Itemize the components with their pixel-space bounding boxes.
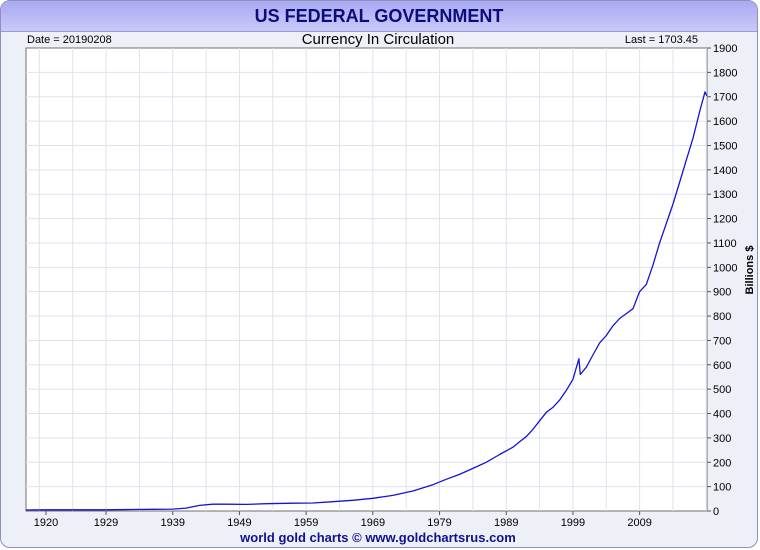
- grid-lines: [26, 48, 707, 511]
- y-tick-label: 1700: [713, 92, 737, 104]
- y-tick-label: 700: [713, 335, 731, 347]
- y-tick-label: 100: [713, 482, 731, 494]
- x-tick-label: 1969: [361, 517, 385, 529]
- y-axis-label: Billions $: [744, 245, 756, 295]
- x-tick-label: 1949: [227, 517, 251, 529]
- y-tick-label: 300: [713, 433, 731, 445]
- footer-credit: world gold charts © www.goldchartsrus.co…: [240, 530, 516, 545]
- x-tick-label: 1989: [494, 517, 518, 529]
- x-tick-label: 1999: [561, 517, 585, 529]
- y-tick-label: 1800: [713, 67, 737, 79]
- y-tick-label: 500: [713, 384, 731, 396]
- y-tick-label: 1100: [713, 238, 737, 250]
- x-tick-label: 1929: [94, 517, 118, 529]
- y-tick-label: 1500: [713, 140, 737, 152]
- x-tick-label: 2009: [627, 517, 651, 529]
- y-tick-label: 1200: [713, 214, 737, 226]
- y-tick-label: 1000: [713, 262, 737, 274]
- y-tick-label: 1900: [713, 43, 737, 55]
- y-tick-label: 1600: [713, 116, 737, 128]
- y-tick-label: 600: [713, 360, 731, 372]
- y-tick-label: 800: [713, 311, 731, 323]
- x-tick-label: 1939: [160, 517, 184, 529]
- date-label: Date = 20190208: [27, 34, 112, 46]
- y-tick-label: 1300: [713, 189, 737, 201]
- chart-subtitle: Currency In Circulation: [301, 31, 455, 48]
- x-tick-label: 1920: [34, 517, 58, 529]
- y-tick-label: 0: [713, 506, 719, 518]
- x-tick-label: 1979: [427, 517, 451, 529]
- y-tick-label: 1400: [713, 165, 737, 177]
- last-value-label: Last = 1703.45: [624, 34, 698, 46]
- y-tick-label: 900: [713, 287, 731, 299]
- chart-title: US FEDERAL GOVERNMENT: [1, 1, 757, 32]
- y-tick-label: 200: [713, 457, 731, 469]
- x-tick-label: 1959: [294, 517, 318, 529]
- series-layer: [25, 91, 708, 511]
- series-line-currency: [25, 91, 708, 511]
- plot-area: [25, 47, 708, 512]
- y-tick-label: 400: [713, 409, 731, 421]
- axes: 0 100 200 300 400 500 600 700 800 900 1000 1100 1200…: [34, 43, 738, 529]
